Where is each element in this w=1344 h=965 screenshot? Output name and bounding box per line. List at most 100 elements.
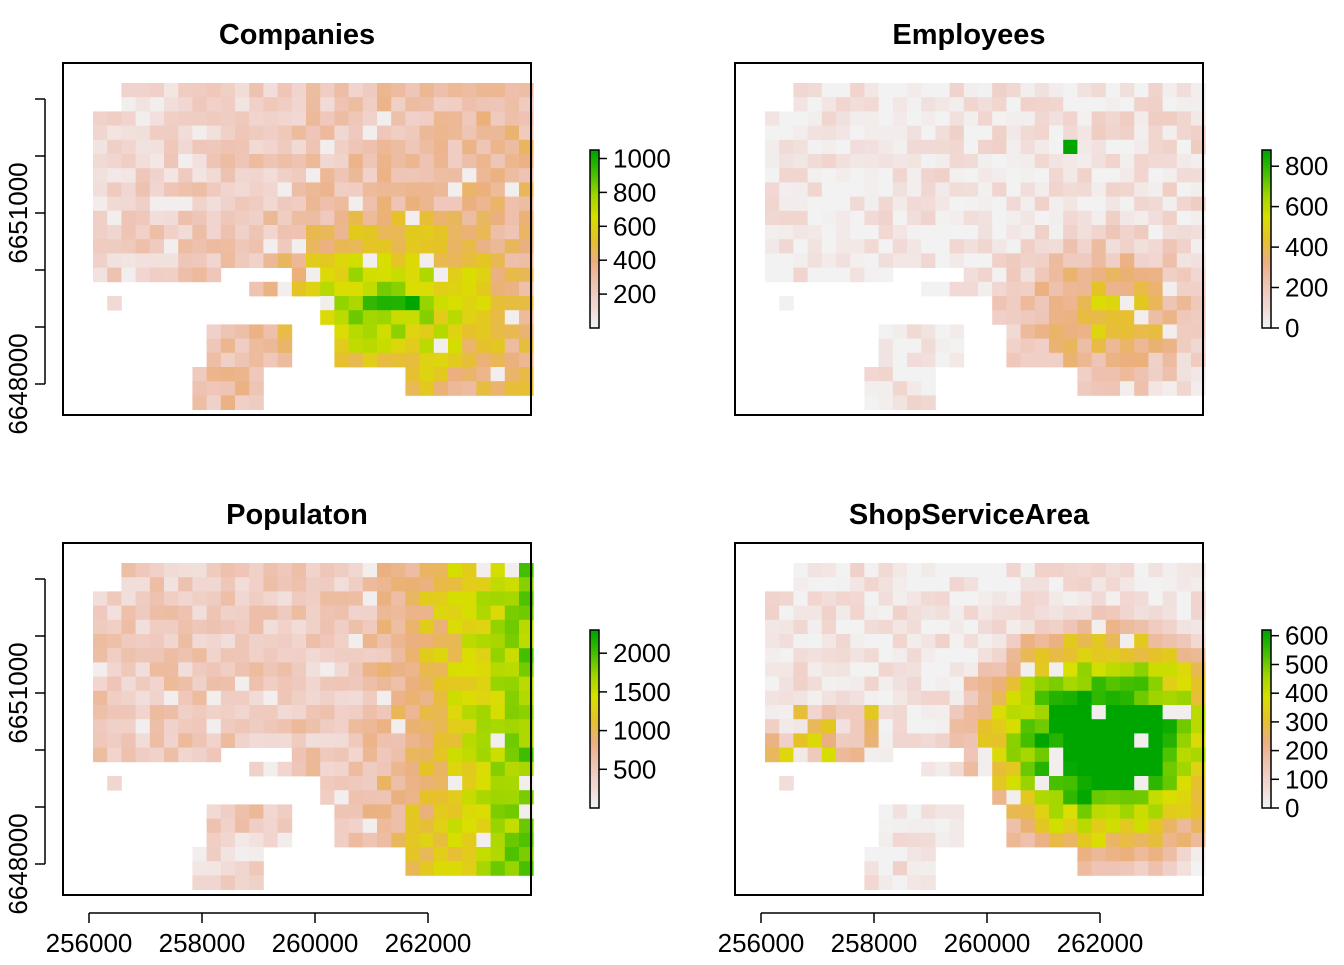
- raster-cell: [821, 563, 837, 578]
- raster-cell: [334, 281, 349, 297]
- raster-cell: [907, 875, 922, 890]
- legend-tick-label: 800: [613, 177, 656, 207]
- raster-cell: [1020, 563, 1036, 578]
- legend-swatch: [1262, 164, 1271, 169]
- legend-tick-label: 400: [1285, 678, 1328, 708]
- raster-cell: [490, 225, 506, 240]
- raster-cell: [235, 139, 250, 155]
- raster-cell: [1077, 210, 1092, 226]
- raster-cell: [306, 267, 321, 283]
- raster-cell: [765, 747, 780, 763]
- raster-cell: [121, 719, 136, 734]
- raster-cell: [362, 97, 378, 112]
- raster-cell: [1191, 861, 1206, 876]
- raster-cell: [1049, 168, 1064, 183]
- raster-cell: [504, 296, 520, 311]
- raster-cell: [448, 352, 463, 368]
- raster-cell: [391, 239, 406, 254]
- raster-cell: [519, 804, 534, 819]
- raster-cell: [1006, 776, 1021, 791]
- raster-cell: [448, 719, 463, 734]
- raster-cell: [504, 168, 520, 183]
- legend-swatch: [590, 161, 599, 166]
- raster-cell: [949, 97, 965, 112]
- raster-cell: [836, 267, 851, 283]
- raster-cell: [306, 662, 321, 677]
- raster-cell: [821, 168, 837, 183]
- raster-cell: [963, 168, 979, 183]
- raster-cell: [1191, 605, 1206, 621]
- raster-cell: [476, 847, 491, 862]
- raster-cell: [334, 125, 349, 141]
- legend-swatch: [590, 167, 599, 172]
- raster-cell: [935, 225, 950, 240]
- raster-cell: [978, 634, 993, 649]
- raster-cell: [907, 139, 922, 155]
- raster-cell: [1120, 210, 1135, 226]
- raster-cell: [807, 662, 823, 677]
- legend-swatch: [590, 304, 599, 308]
- raster-cell: [1191, 111, 1206, 126]
- raster-cell: [878, 381, 894, 396]
- raster-cell: [135, 196, 151, 212]
- raster-cell: [935, 210, 950, 226]
- raster-cell: [164, 154, 179, 169]
- raster-cell: [1063, 225, 1078, 240]
- raster-cell: [807, 733, 823, 748]
- raster-cell: [149, 125, 165, 141]
- raster-cell: [1049, 338, 1064, 354]
- raster-cell: [1049, 352, 1064, 368]
- raster-cell: [864, 381, 879, 396]
- legend-swatch: [1262, 724, 1271, 729]
- raster-cell: [1020, 111, 1036, 126]
- raster-cell: [220, 367, 236, 382]
- raster-cell: [107, 267, 122, 283]
- raster-cell: [878, 563, 894, 578]
- raster-cell: [779, 619, 794, 635]
- raster-cell: [348, 563, 364, 578]
- raster-cell: [1034, 111, 1050, 126]
- legend-swatch: [1262, 659, 1271, 664]
- raster-cell: [121, 125, 136, 141]
- raster-cell: [807, 139, 823, 155]
- raster-cell: [807, 111, 823, 126]
- raster-cell: [1176, 676, 1192, 692]
- legend-swatch: [1262, 671, 1271, 676]
- raster-cell: [220, 210, 236, 226]
- raster-cell: [121, 577, 136, 592]
- raster-cell: [291, 747, 307, 763]
- raster-cell: [765, 111, 780, 126]
- raster-cell: [1020, 719, 1036, 734]
- raster-cell: [419, 367, 435, 382]
- raster-cell: [419, 210, 435, 226]
- raster-cell: [107, 733, 122, 748]
- raster-cell: [405, 804, 420, 819]
- raster-cell: [1077, 776, 1092, 791]
- raster-cell: [433, 847, 449, 862]
- raster-cell: [135, 747, 151, 763]
- raster-cell: [1091, 648, 1107, 663]
- raster-cell: [1191, 210, 1206, 226]
- raster-cell: [476, 352, 491, 368]
- legend-swatch: [1262, 194, 1271, 199]
- raster-cell: [963, 619, 979, 635]
- raster-cell: [907, 847, 922, 862]
- raster-cell: [249, 662, 264, 677]
- raster-cell: [1020, 338, 1036, 354]
- raster-cell: [377, 563, 392, 578]
- raster-cell: [963, 733, 979, 748]
- raster-cell: [448, 324, 463, 339]
- raster-cell: [490, 97, 506, 112]
- raster-cell: [107, 591, 122, 606]
- raster-cell: [519, 733, 534, 748]
- raster-cell: [1063, 296, 1078, 311]
- raster-cell: [1191, 97, 1206, 112]
- raster-cell: [391, 111, 406, 126]
- raster-cell: [1091, 818, 1107, 834]
- raster-cell: [1148, 847, 1163, 862]
- legend-swatch: [1262, 710, 1271, 714]
- raster-cell: [1091, 705, 1107, 720]
- raster-cell: [320, 296, 335, 311]
- raster-cell: [235, 196, 250, 212]
- raster-cell: [1120, 239, 1135, 254]
